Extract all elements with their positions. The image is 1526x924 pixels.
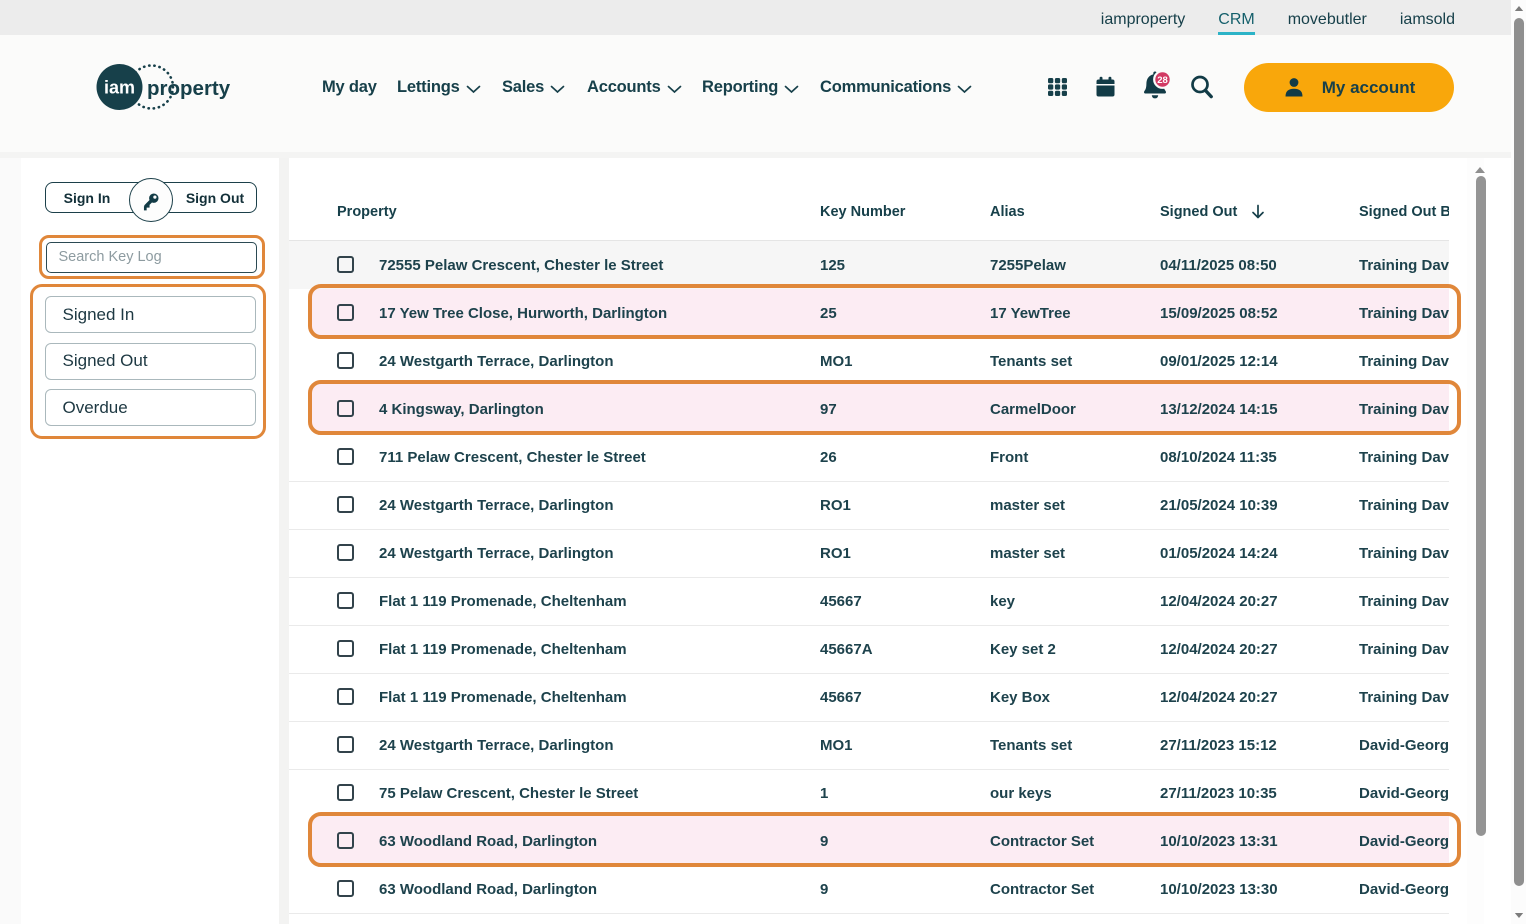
svg-text:iam: iam: [104, 78, 135, 98]
svg-text:property: property: [147, 77, 231, 100]
svg-text:28: 28: [1157, 75, 1168, 86]
